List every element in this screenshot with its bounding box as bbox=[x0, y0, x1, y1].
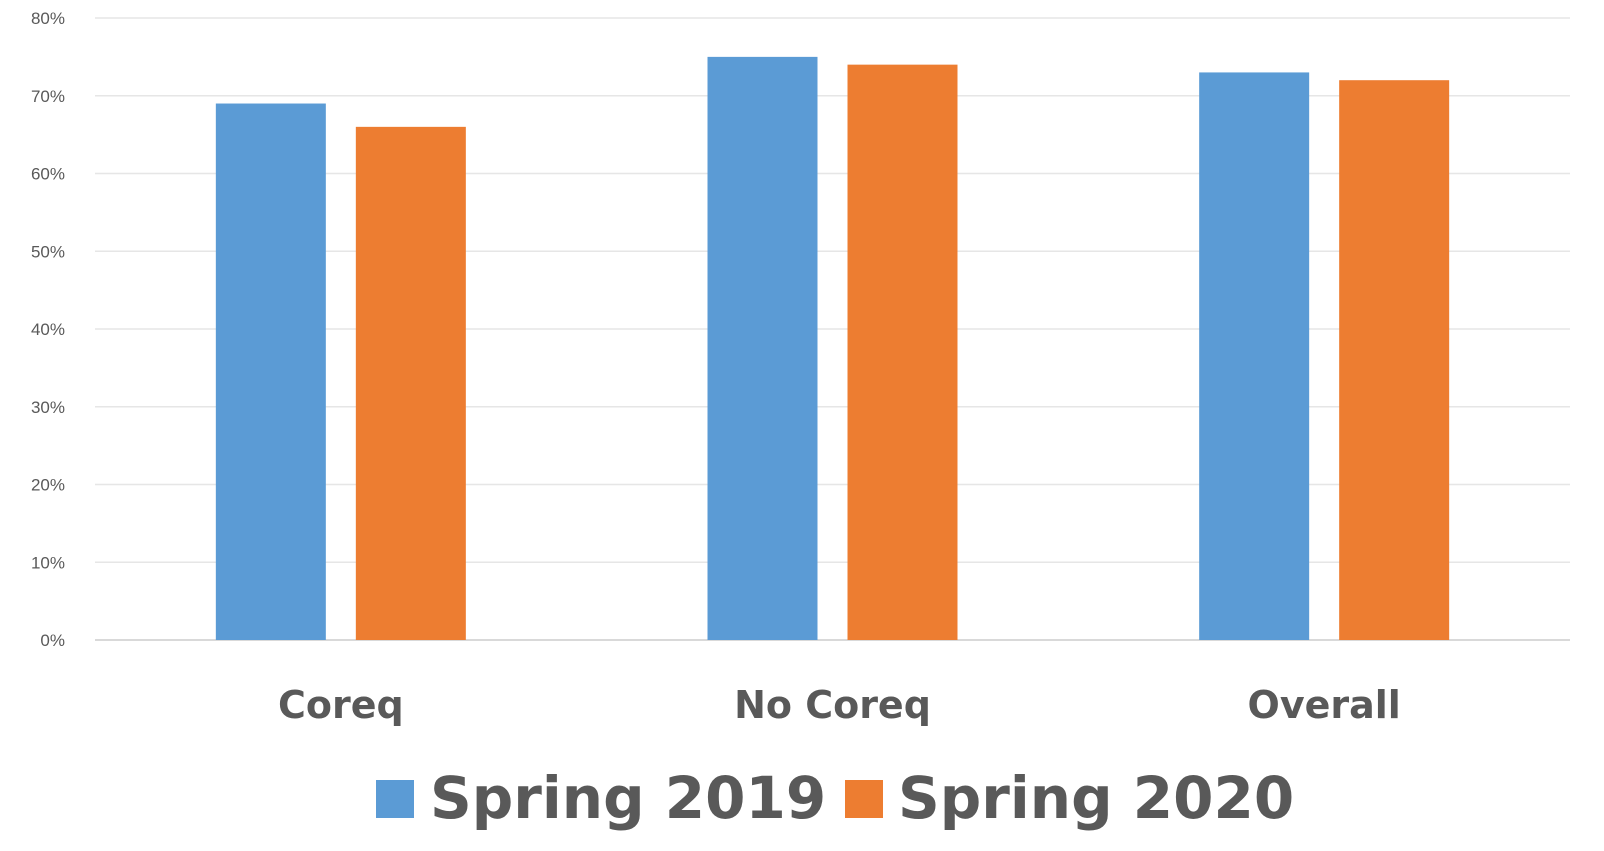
y-tick-label: 0% bbox=[40, 631, 65, 650]
y-tick-label: 50% bbox=[31, 242, 65, 261]
legend-swatch bbox=[845, 780, 883, 818]
x-axis-categories: Coreq No Coreq Overall bbox=[278, 683, 1401, 727]
y-tick-label: 70% bbox=[31, 87, 65, 106]
bars bbox=[215, 56, 1450, 641]
bar-overall-spring-2020 bbox=[1339, 80, 1450, 640]
x-category-label: No Coreq bbox=[734, 683, 931, 727]
bar-no-coreq-spring-2020 bbox=[847, 64, 958, 640]
gridlines bbox=[95, 17, 1570, 641]
y-tick-label: 20% bbox=[31, 476, 65, 495]
y-tick-label: 80% bbox=[31, 9, 65, 28]
bar-coreq-spring-2019 bbox=[215, 103, 326, 640]
bar-coreq-spring-2020 bbox=[355, 126, 466, 641]
y-tick-label: 60% bbox=[31, 165, 65, 184]
y-tick-label: 30% bbox=[31, 398, 65, 417]
legend-swatch bbox=[376, 780, 414, 818]
y-tick-label: 10% bbox=[31, 553, 65, 572]
legend-label: Spring 2019 bbox=[430, 764, 826, 832]
legend: Spring 2019 Spring 2020 bbox=[376, 764, 1294, 832]
legend-label: Spring 2020 bbox=[898, 764, 1294, 832]
bar-no-coreq-spring-2019 bbox=[707, 56, 818, 640]
y-axis-ticks: 0% 10% 20% 30% 40% 50% 60% 70% 80% bbox=[31, 9, 65, 650]
bar-overall-spring-2019 bbox=[1199, 72, 1310, 641]
y-tick-label: 40% bbox=[31, 320, 65, 339]
x-category-label: Overall bbox=[1248, 683, 1401, 727]
x-category-label: Coreq bbox=[278, 683, 404, 727]
